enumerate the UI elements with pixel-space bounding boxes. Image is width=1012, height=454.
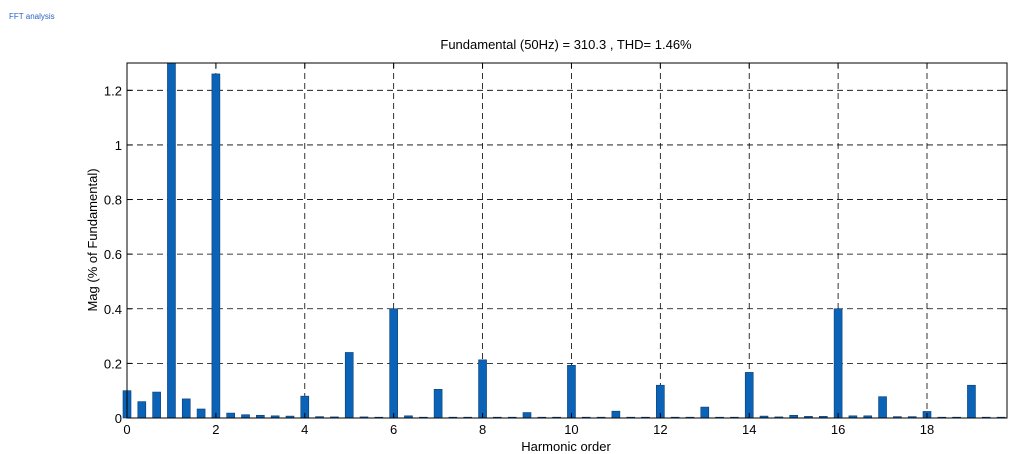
- y-ticks: 0 0.2 0.4 0.6 0.8 1 1.2: [104, 83, 1007, 426]
- y-tick-label-3: 0.6: [104, 247, 122, 262]
- plot-area: [126, 62, 1008, 419]
- x-tick-label-5: 10: [564, 422, 578, 437]
- x-tick-label-1: 2: [212, 422, 219, 437]
- x-tick-label-2: 4: [301, 422, 308, 437]
- bar-30: [567, 364, 576, 419]
- x-ticks: 0 2 4 6 8 10 12 14 16 18: [123, 63, 934, 437]
- x-tick-label-7: 14: [742, 422, 756, 437]
- bar-2: [152, 391, 161, 419]
- bar-3: [167, 62, 176, 419]
- x-tick-label-4: 8: [479, 422, 486, 437]
- bar-51: [878, 396, 887, 419]
- y-tick-label-0: 0: [115, 411, 122, 426]
- window-title: FFT analysis: [9, 12, 55, 21]
- bar-5: [196, 408, 206, 419]
- bar-48: [833, 308, 843, 419]
- y-tick-label-2: 0.4: [104, 302, 122, 317]
- bar-4: [181, 398, 191, 419]
- x-tick-label-9: 18: [920, 422, 934, 437]
- bar-18: [389, 308, 398, 419]
- y-tick-label-4: 0.8: [104, 193, 122, 208]
- bar-1: [137, 401, 147, 419]
- bar-15: [344, 352, 354, 419]
- y-axis-label: Mag (% of Fundamental): [85, 168, 100, 311]
- y-tick-label-1: 0.2: [104, 356, 122, 371]
- bars: [122, 62, 1006, 419]
- bar-27: [522, 412, 532, 419]
- x-tick-label-6: 12: [653, 422, 667, 437]
- grid-lines: [127, 63, 1007, 418]
- chart-title: Fundamental (50Hz) = 310.3 , THD= 1.46%: [440, 37, 692, 52]
- bar-7: [226, 412, 235, 419]
- y-tick-label-5: 1: [115, 138, 122, 153]
- x-tick-label-0: 0: [123, 422, 130, 437]
- x-tick-label-3: 6: [390, 422, 397, 437]
- bar-57: [967, 384, 976, 419]
- bar-21: [433, 389, 443, 419]
- x-axis-label: Harmonic order: [521, 439, 611, 454]
- bar-42: [744, 372, 754, 419]
- bar-24: [478, 359, 487, 419]
- bar-6: [211, 73, 221, 419]
- x-tick-label-8: 16: [831, 422, 845, 437]
- bar-39: [700, 406, 710, 419]
- y-tick-label-6: 1.2: [104, 83, 122, 98]
- bar-33: [611, 410, 621, 419]
